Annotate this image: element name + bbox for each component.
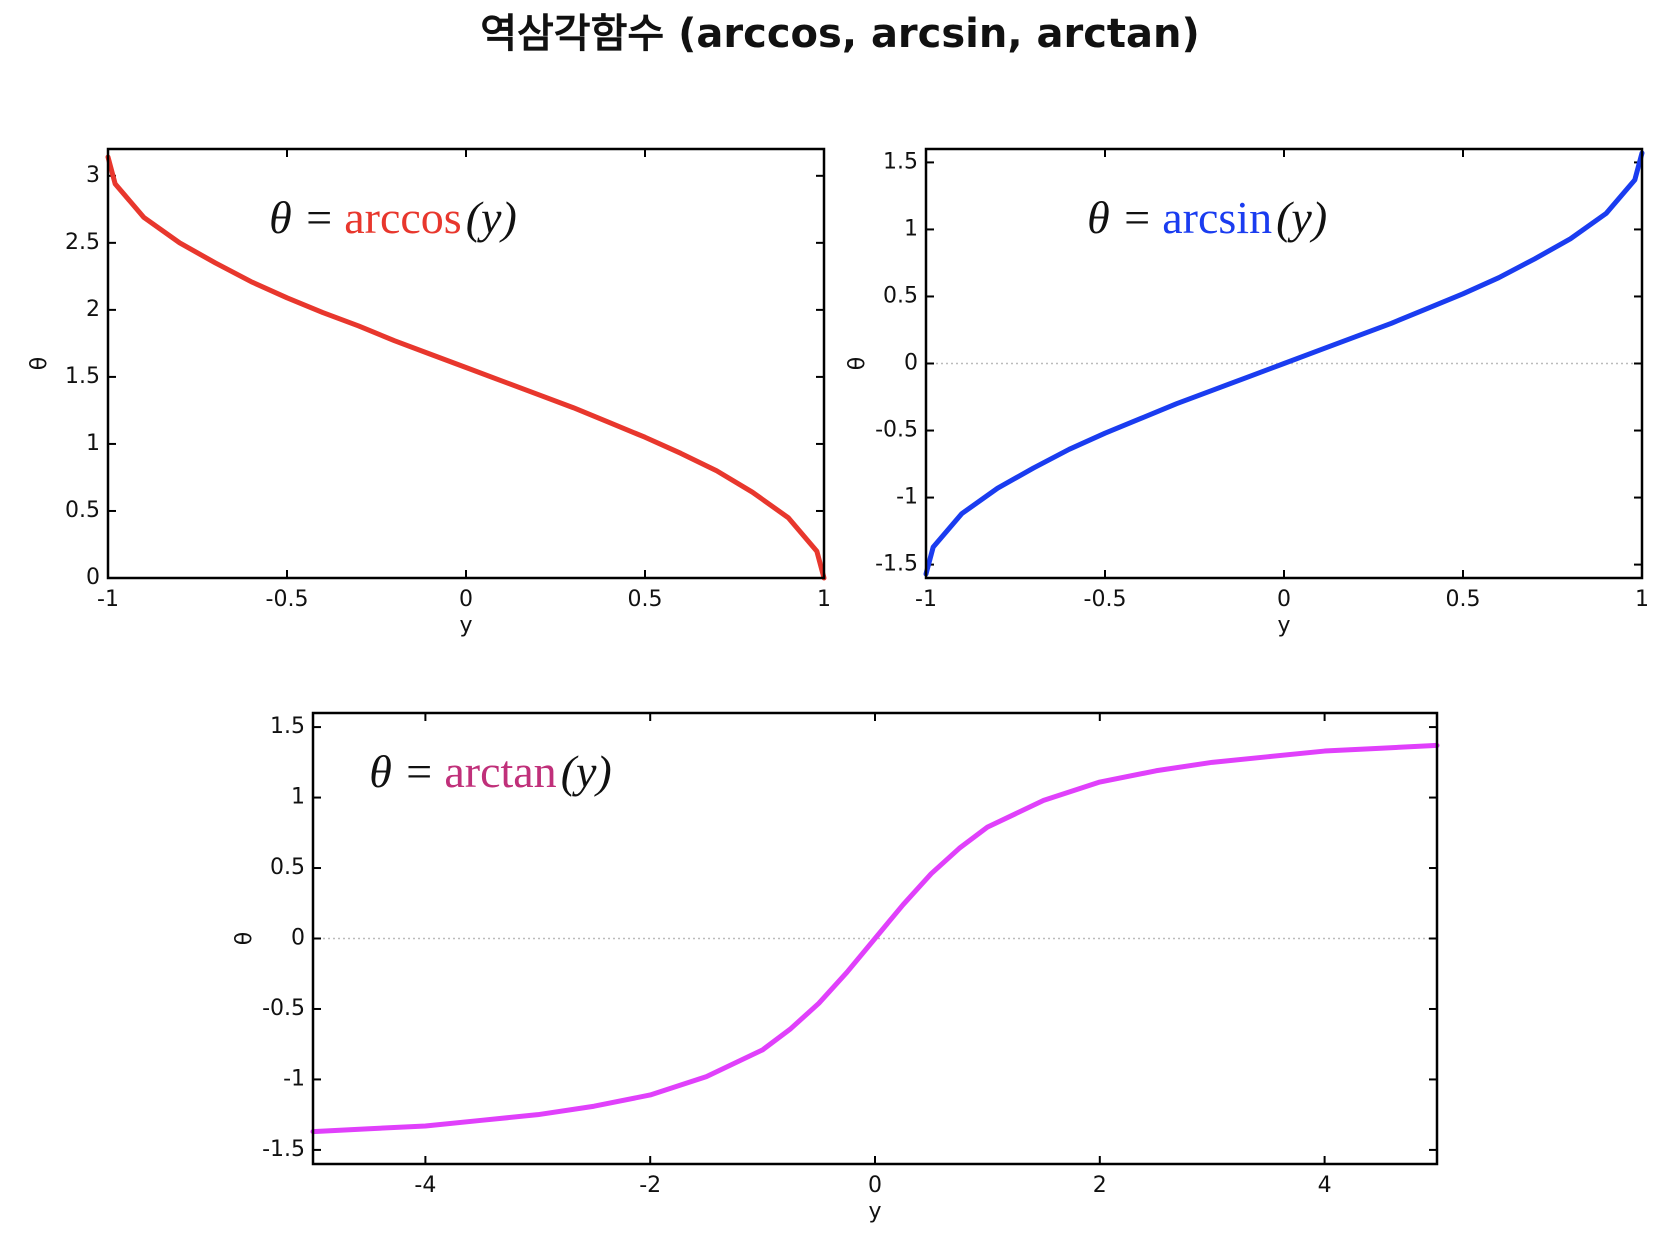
x-tick-label: 1: [817, 587, 831, 612]
y-tick-label: 3: [86, 163, 100, 188]
y-tick-label: -1: [283, 1066, 305, 1091]
annotation: θ = arccos(y): [269, 191, 517, 242]
y-tick-label: 1: [904, 216, 918, 241]
curve: [310, 742, 1440, 1135]
x-tick-label: 0: [868, 1173, 882, 1198]
x-tick-label: -1: [97, 587, 119, 612]
y-tick-label: 0.5: [270, 855, 305, 880]
annotation: θ = arctan(y): [369, 746, 612, 797]
annotation-function: arctan: [444, 746, 556, 797]
annotation-lhs: θ =: [369, 746, 434, 797]
y-tick-label: -1: [896, 485, 918, 510]
annotation-argument: (y): [561, 746, 612, 797]
plot-frame: [106, 147, 826, 580]
plot-frame: [924, 147, 1644, 580]
y-tick-label: 1.5: [883, 149, 918, 174]
y-axis-label: θ: [232, 932, 257, 945]
x-tick-label: 0: [1277, 587, 1291, 612]
x-axis-label: y: [459, 613, 472, 638]
y-tick-label: -1.5: [875, 552, 918, 577]
y-tick-label: 1.5: [270, 714, 305, 739]
plot-frame: [311, 711, 1439, 1166]
annotation-function: arcsin: [1162, 191, 1272, 242]
x-tick-label: -0.5: [266, 587, 309, 612]
annotation-lhs: θ =: [1087, 191, 1152, 242]
x-tick-label: 4: [1318, 1173, 1332, 1198]
x-tick-label: 1: [1635, 587, 1649, 612]
x-tick-label: 0.5: [1446, 587, 1481, 612]
y-tick-label: 2.5: [65, 230, 100, 255]
y-tick-label: 0: [86, 565, 100, 590]
y-tick-label: 1.5: [65, 364, 100, 389]
annotation-lhs: θ =: [269, 191, 334, 242]
y-tick-label: -0.5: [262, 996, 305, 1021]
x-axis-label: y: [868, 1199, 881, 1224]
y-axis-label: θ: [27, 357, 52, 370]
x-tick-label: -0.5: [1084, 587, 1127, 612]
annotation: θ = arcsin(y): [1087, 191, 1327, 242]
curve: [105, 154, 827, 581]
annotation-argument: (y): [1276, 191, 1327, 242]
figure-title: 역삼각함수 (arccos, arcsin, arctan): [480, 11, 1200, 57]
y-tick-label: -0.5: [875, 418, 918, 443]
x-tick-label: 0: [459, 587, 473, 612]
y-tick-label: 0.5: [65, 498, 100, 523]
y-tick-label: 1: [291, 785, 305, 810]
y-tick-label: 2: [86, 297, 100, 322]
x-axis-label: y: [1277, 613, 1290, 638]
x-tick-label: 0.5: [628, 587, 663, 612]
curve: [923, 150, 1645, 577]
x-tick-label: -1: [915, 587, 937, 612]
y-tick-label: 0: [904, 351, 918, 376]
x-tick-label: -2: [639, 1173, 661, 1198]
y-tick-label: -1.5: [262, 1137, 305, 1162]
y-axis-label: θ: [845, 357, 870, 370]
x-tick-label: 2: [1093, 1173, 1107, 1198]
y-tick-label: 1: [86, 431, 100, 456]
x-tick-label: -4: [414, 1173, 436, 1198]
y-tick-label: 0.5: [883, 283, 918, 308]
annotation-argument: (y): [466, 191, 517, 242]
annotation-function: arccos: [344, 191, 461, 242]
y-tick-label: 0: [291, 926, 305, 951]
